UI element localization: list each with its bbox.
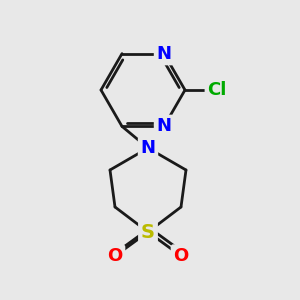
Text: N: N (157, 117, 172, 135)
Text: N: N (140, 139, 155, 157)
Text: O: O (107, 247, 123, 265)
Text: Cl: Cl (207, 81, 227, 99)
Text: N: N (157, 45, 172, 63)
Text: S: S (141, 223, 155, 242)
Text: O: O (173, 247, 189, 265)
